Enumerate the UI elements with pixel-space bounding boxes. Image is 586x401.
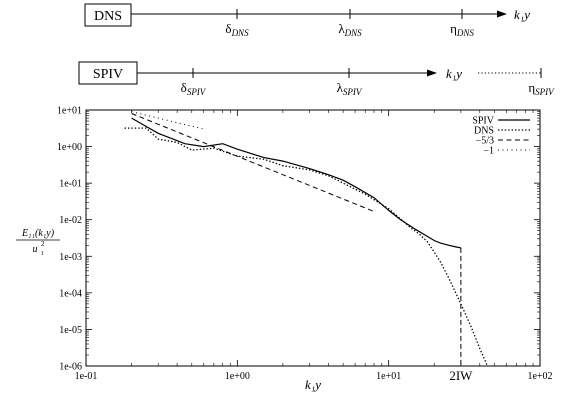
scale-mark-label: δSPIV <box>181 80 207 97</box>
annotation-label: 2IW <box>449 368 473 383</box>
y-label-superscript: 2 <box>41 240 45 248</box>
y-tick-label: 1e-03 <box>59 252 82 263</box>
scale-arrowhead <box>427 69 437 77</box>
legend-label: −1 <box>483 146 494 157</box>
series-line-1 <box>131 111 204 130</box>
y-axis-label: E₁₁(k₁y) u τ2 <box>16 228 60 257</box>
axis-ticks <box>85 109 541 367</box>
series-line-spiv <box>131 117 462 249</box>
legend-label: −5/3 <box>476 136 494 147</box>
scale-axis-label: k₁y <box>514 7 530 22</box>
y-tick-label: 1e-05 <box>59 325 82 336</box>
x-tick-label: 1e+02 <box>527 371 552 382</box>
y-tick-label: 1e-01 <box>59 179 82 190</box>
x-tick-labels: 1e-01 1e+00 1e+01 1e+02 <box>75 371 553 382</box>
scale-mark-label: ηDNS <box>450 21 474 38</box>
legend-label: DNS <box>474 126 494 137</box>
series-line-dns <box>124 127 489 367</box>
annotations: 2IW <box>449 247 473 383</box>
spectrum-plot: 1e-01 1e+00 1e+01 1e+02 1e-061e-051e-041e-0… <box>16 106 553 392</box>
y-tick-label: 1e+00 <box>57 142 82 153</box>
y-label-numerator: E₁₁(k₁y) <box>21 228 55 239</box>
wavenumber-scales: DNS k₁y δDNS λDNS ηDNS SPIV k₁y δSPIV λSPIV ηSPIV <box>78 3 555 97</box>
x-axis-label: k₁y <box>305 377 321 392</box>
y-label-subscript: τ <box>41 249 44 257</box>
y-tick-label: 1e+01 <box>57 106 82 117</box>
scale-arrowhead <box>497 10 507 18</box>
x-tick-label: 1e+00 <box>225 371 250 382</box>
x-tick-label: 1e-01 <box>75 371 98 382</box>
scale-row-dns: DNS k₁y δDNS λDNS ηDNS <box>84 3 530 38</box>
scale-box <box>84 3 132 27</box>
scale-mark-label: ηSPIV <box>528 80 555 97</box>
legend-label: SPIV <box>472 116 494 127</box>
scale-mark-label: λDNS <box>338 21 362 38</box>
y-tick-labels: 1e-06 1e-05 1e-04 1e-03 1e-02 1e-01 1e+00 1e+01 <box>57 106 82 373</box>
series-line-53 <box>131 113 375 212</box>
scale-mark-label: δDNS <box>225 21 249 38</box>
x-tick-label: 1e+01 <box>376 371 401 382</box>
y-tick-label: 1e-06 <box>59 362 82 373</box>
scale-axis-label: k₁y <box>446 66 462 81</box>
series-lines <box>124 111 489 367</box>
scale-row-spiv: SPIV k₁y δSPIV λSPIV ηSPIV <box>78 61 555 97</box>
scale-box-label: DNS <box>94 9 122 24</box>
plot-frame <box>85 109 541 367</box>
y-tick-label: 1e-04 <box>59 288 82 299</box>
y-tick-label: 1e-02 <box>59 215 82 226</box>
y-label-denominator: u <box>33 244 38 255</box>
scale-mark-label: λSPIV <box>337 80 363 97</box>
scale-box-label: SPIV <box>93 67 123 82</box>
